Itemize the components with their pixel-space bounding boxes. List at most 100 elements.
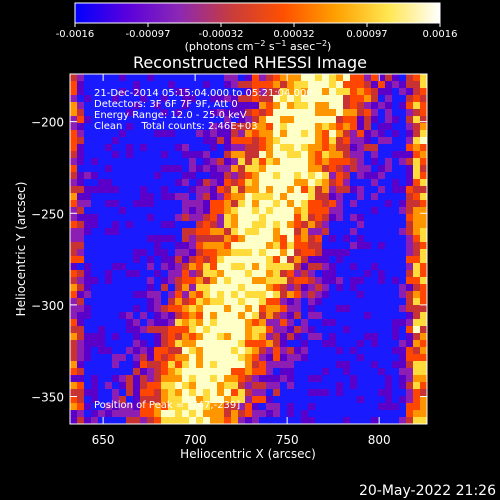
heatmap-cell xyxy=(224,403,231,410)
heatmap-cell xyxy=(336,235,343,242)
heatmap-cell xyxy=(161,312,168,319)
heatmap-cell xyxy=(378,95,385,102)
heatmap-cell xyxy=(182,403,189,410)
heatmap-cell xyxy=(336,200,343,207)
heatmap-cell xyxy=(168,186,175,193)
heatmap-cell xyxy=(413,200,420,207)
heatmap-cell xyxy=(420,410,427,417)
heatmap-cell xyxy=(406,389,413,396)
heatmap-cell xyxy=(294,340,301,347)
heatmap-cell xyxy=(301,263,308,270)
heatmap-cell xyxy=(308,277,315,284)
heatmap-cell xyxy=(105,403,112,410)
heatmap-cell xyxy=(133,368,140,375)
heatmap-cell xyxy=(294,410,301,417)
heatmap-cell xyxy=(154,270,161,277)
heatmap-cell xyxy=(378,284,385,291)
heatmap-cell xyxy=(336,193,343,200)
heatmap-cell xyxy=(182,347,189,354)
heatmap-cell xyxy=(343,186,350,193)
heatmap-cell xyxy=(371,228,378,235)
heatmap-cell xyxy=(294,88,301,95)
heatmap-cell xyxy=(385,130,392,137)
heatmap-cell xyxy=(371,74,378,81)
heatmap-cell xyxy=(245,158,252,165)
annotation-line: 21-Dec-2014 05:15:04.000 to 05:21:04.000 xyxy=(94,88,313,99)
heatmap-cell xyxy=(357,291,364,298)
heatmap-cell xyxy=(378,123,385,130)
heatmap-cell xyxy=(126,214,133,221)
heatmap-cell xyxy=(231,361,238,368)
heatmap-cell xyxy=(140,305,147,312)
heatmap-cell xyxy=(364,137,371,144)
heatmap-cell xyxy=(252,228,259,235)
heatmap-cell xyxy=(371,88,378,95)
heatmap-cell xyxy=(259,382,266,389)
heatmap-cell xyxy=(287,284,294,291)
heatmap-cell xyxy=(357,130,364,137)
heatmap-cell xyxy=(371,116,378,123)
heatmap-cell xyxy=(280,193,287,200)
heatmap-cell xyxy=(378,179,385,186)
heatmap-cell xyxy=(175,207,182,214)
heatmap-cell xyxy=(77,354,84,361)
heatmap-cell xyxy=(245,361,252,368)
heatmap-cell xyxy=(203,242,210,249)
heatmap-cell xyxy=(378,207,385,214)
heatmap-cell xyxy=(140,207,147,214)
heatmap-cell xyxy=(273,410,280,417)
heatmap-cell xyxy=(196,256,203,263)
heatmap-cell xyxy=(231,137,238,144)
heatmap-cell xyxy=(350,158,357,165)
heatmap-cell xyxy=(280,130,287,137)
heatmap-cell xyxy=(308,242,315,249)
heatmap-cell xyxy=(231,172,238,179)
heatmap-cell xyxy=(70,88,77,95)
heatmap-cell xyxy=(175,179,182,186)
heatmap-cell xyxy=(105,207,112,214)
heatmap-cell xyxy=(287,389,294,396)
heatmap-cell xyxy=(252,375,259,382)
heatmap-cell xyxy=(168,123,175,130)
heatmap-cell xyxy=(322,95,329,102)
heatmap-cell xyxy=(210,74,217,81)
heatmap-cell xyxy=(210,235,217,242)
heatmap-cell xyxy=(266,298,273,305)
heatmap-cell xyxy=(357,354,364,361)
heatmap-cell xyxy=(329,228,336,235)
heatmap-cell xyxy=(315,340,322,347)
heatmap-cell xyxy=(406,137,413,144)
heatmap-cell xyxy=(287,200,294,207)
heatmap-cell xyxy=(98,88,105,95)
heatmap-cell xyxy=(385,361,392,368)
heatmap-cell xyxy=(203,172,210,179)
heatmap-cell xyxy=(182,242,189,249)
heatmap-cell xyxy=(308,256,315,263)
heatmap-cell xyxy=(385,151,392,158)
heatmap-cell xyxy=(301,109,308,116)
heatmap-cell xyxy=(315,144,322,151)
heatmap-cell xyxy=(182,417,189,424)
heatmap-cell xyxy=(231,144,238,151)
heatmap-cell xyxy=(98,312,105,319)
heatmap-cell xyxy=(371,305,378,312)
heatmap-cell xyxy=(238,361,245,368)
heatmap-cell xyxy=(238,396,245,403)
heatmap-cell xyxy=(301,417,308,424)
heatmap-cell xyxy=(364,263,371,270)
heatmap-cell xyxy=(343,326,350,333)
heatmap-cell xyxy=(133,319,140,326)
heatmap-cell xyxy=(77,368,84,375)
heatmap-cell xyxy=(364,305,371,312)
heatmap-cell xyxy=(336,123,343,130)
heatmap-cell xyxy=(224,214,231,221)
heatmap-cell xyxy=(154,165,161,172)
heatmap-cell xyxy=(385,214,392,221)
heatmap-cell xyxy=(413,88,420,95)
heatmap-cell xyxy=(140,214,147,221)
heatmap-cell xyxy=(196,361,203,368)
heatmap-cell xyxy=(112,123,119,130)
heatmap-cell xyxy=(238,277,245,284)
heatmap-cell xyxy=(147,410,154,417)
